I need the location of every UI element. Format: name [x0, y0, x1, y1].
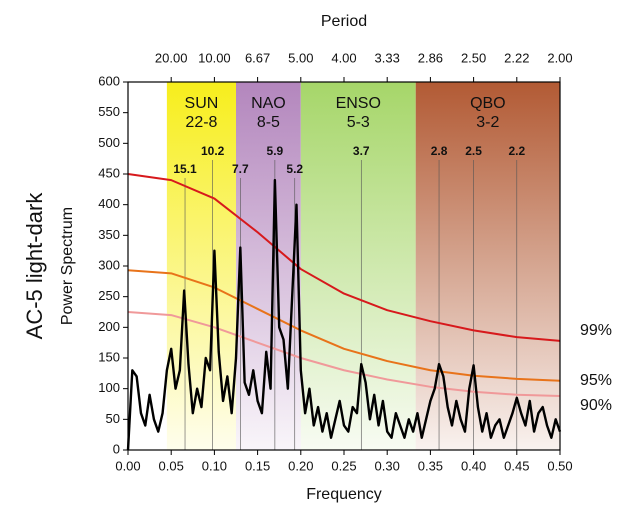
y-tick-label: 200 — [98, 319, 120, 334]
band-range: 8-5 — [257, 114, 280, 131]
x2-tick-label: 5.00 — [288, 50, 313, 65]
threshold-line — [127, 311, 561, 398]
x-tick-label: 0.40 — [461, 458, 486, 473]
x-tick-label: 0.00 — [115, 458, 140, 473]
x-tick-label: 0.05 — [159, 458, 184, 473]
band-label: QBO — [470, 95, 506, 112]
spectrum-line — [126, 178, 562, 451]
x2-tick-label: 2.86 — [418, 50, 443, 65]
x2-tick-label: 20.00 — [155, 50, 188, 65]
band-range: 22-8 — [185, 114, 217, 131]
x-tick-label: 0.25 — [331, 458, 356, 473]
band — [236, 82, 301, 450]
x2-tick-label: 6.67 — [245, 50, 270, 65]
y-tick-label: 300 — [98, 257, 120, 272]
band-label: NAO — [251, 95, 286, 112]
peak-label: 5.2 — [286, 162, 303, 176]
y-tick-label: 500 — [98, 135, 120, 150]
peak-label: 10.2 — [201, 144, 225, 158]
x-tick-label: 0.10 — [202, 458, 227, 473]
threshold-line — [127, 173, 561, 342]
peak-label: 15.1 — [173, 162, 197, 176]
y-tick-label: 50 — [106, 411, 120, 426]
series-label: 95% — [580, 372, 612, 389]
peak-label: 7.7 — [232, 162, 249, 176]
y-tick-label: 350 — [98, 227, 120, 242]
x-tick-label: 0.35 — [418, 458, 443, 473]
x2-tick-label: 4.00 — [331, 50, 356, 65]
x-tick-label: 0.30 — [375, 458, 400, 473]
x2-axis-label: Period — [321, 13, 367, 30]
peak-label: 2.2 — [508, 144, 525, 158]
x-axis-label: Frequency — [306, 486, 382, 503]
band-range: 5-3 — [347, 114, 370, 131]
peak-label: 3.7 — [353, 144, 370, 158]
x2-tick-label: 10.00 — [198, 50, 231, 65]
y-tick-label: 600 — [98, 73, 120, 88]
threshold-line — [127, 269, 561, 382]
y-tick-label: 450 — [98, 165, 120, 180]
peak-label: 2.5 — [465, 144, 482, 158]
x2-tick-label: 2.00 — [547, 50, 572, 65]
x-tick-label: 0.45 — [504, 458, 529, 473]
x-tick-label: 0.50 — [547, 458, 572, 473]
peak-label: 2.8 — [431, 144, 448, 158]
y-tick-label: 100 — [98, 380, 120, 395]
x2-tick-label: 3.33 — [375, 50, 400, 65]
y-axis-title: AC-5 light-dark — [22, 192, 47, 340]
x-tick-label: 0.15 — [245, 458, 270, 473]
x2-tick-label: 2.50 — [461, 50, 486, 65]
series-label: 99% — [580, 322, 612, 339]
y-tick-label: 400 — [98, 196, 120, 211]
y-tick-label: 550 — [98, 104, 120, 119]
x2-tick-label: 2.22 — [504, 50, 529, 65]
y-tick-label: 0 — [113, 441, 120, 456]
y-tick-label: 250 — [98, 288, 120, 303]
y-axis-label: Power Spectrum — [59, 207, 76, 325]
band-range: 3-2 — [476, 114, 499, 131]
y-tick-label: 150 — [98, 349, 120, 364]
band-label: SUN — [185, 95, 219, 112]
peak-label: 5.9 — [267, 144, 284, 158]
band-label: ENSO — [336, 95, 381, 112]
series-label: 90% — [580, 397, 612, 414]
x-tick-label: 0.20 — [288, 458, 313, 473]
